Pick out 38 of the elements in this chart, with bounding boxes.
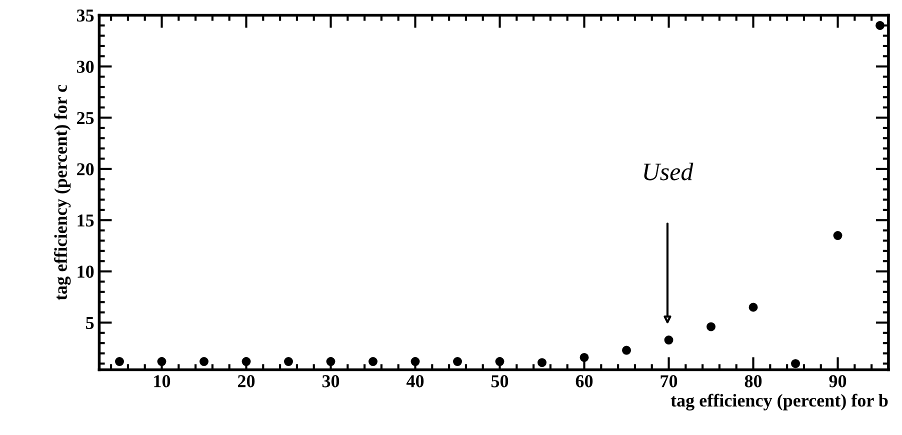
x-tick-label: 10 xyxy=(154,375,170,388)
point xyxy=(284,357,294,366)
y-tick-label: 15 xyxy=(78,214,94,227)
point xyxy=(157,357,166,366)
point xyxy=(622,346,632,355)
x-tick-label: 40 xyxy=(406,375,424,388)
y-tick-label: 30 xyxy=(76,60,94,73)
point xyxy=(410,357,420,366)
x-tick-label: 20 xyxy=(238,375,255,388)
y-tick-label: 25 xyxy=(77,112,94,124)
y-tick-label: 35 xyxy=(76,10,94,22)
x-tick-label: 30 xyxy=(322,375,340,388)
x-tick-label: 60 xyxy=(576,375,593,388)
point xyxy=(115,357,124,366)
x-tick-label: 50 xyxy=(491,375,508,388)
point xyxy=(538,358,547,368)
point xyxy=(326,357,336,366)
x-axis-title: tag efficiency (percent) for b xyxy=(670,394,888,410)
x-tick-label: 70 xyxy=(660,375,678,388)
y-tick-label: 5 xyxy=(86,317,94,330)
x-tick-label: 90 xyxy=(829,375,846,388)
point xyxy=(242,357,251,366)
annotation: Used xyxy=(644,162,694,180)
point xyxy=(664,336,674,345)
y-axis-title: tag efficiency (percent) for c xyxy=(54,84,71,300)
point xyxy=(791,359,800,368)
point xyxy=(833,231,842,240)
point xyxy=(200,357,208,366)
point xyxy=(748,302,758,312)
point xyxy=(453,357,462,366)
point xyxy=(580,352,589,362)
point xyxy=(876,20,885,30)
y-tick-label: 10 xyxy=(78,266,94,278)
y-tick-label: 20 xyxy=(77,163,94,176)
x-tick-label: 80 xyxy=(744,375,762,388)
point xyxy=(706,322,716,332)
point xyxy=(368,357,378,366)
point xyxy=(495,357,504,366)
